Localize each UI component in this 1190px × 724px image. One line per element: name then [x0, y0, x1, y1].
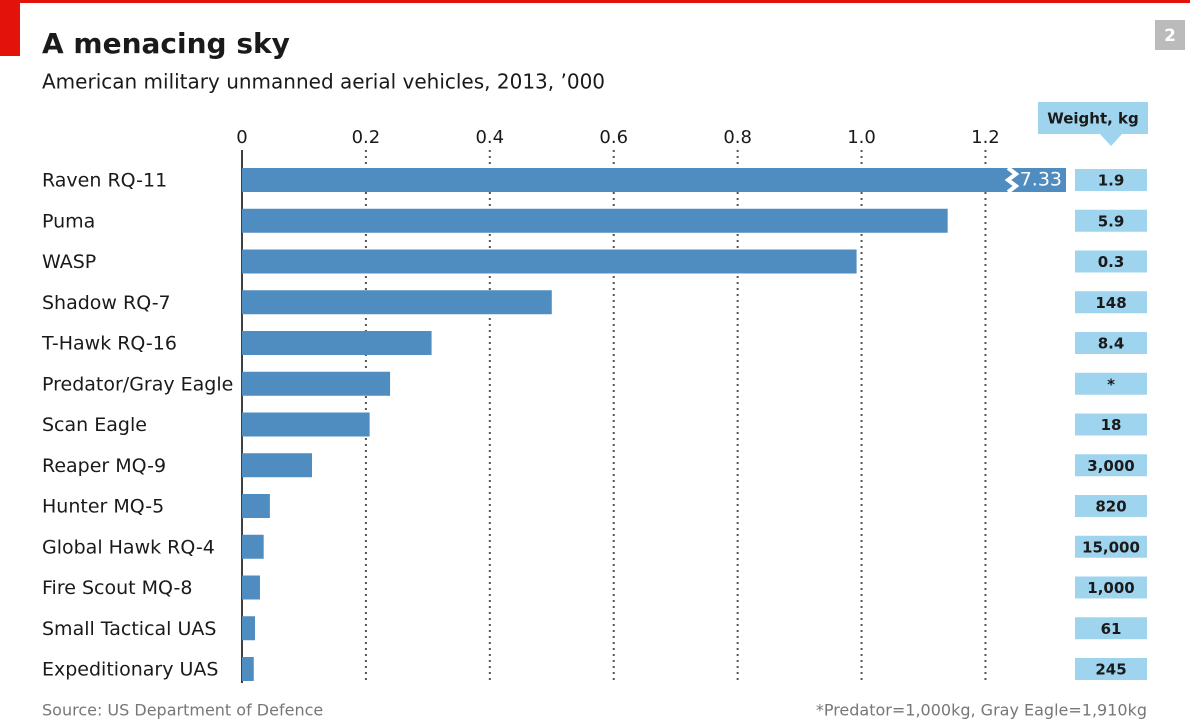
chart-title: A menacing sky — [42, 27, 290, 60]
weight-label: 820 — [1095, 498, 1126, 516]
bar — [242, 412, 370, 437]
y-tick-label: Small Tactical UAS — [42, 618, 216, 640]
bar-break — [1004, 166, 1020, 194]
weight-label: * — [1107, 375, 1115, 393]
y-tick-label: Raven RQ-11 — [42, 170, 167, 192]
bar — [242, 575, 260, 600]
x-tick-label: 1.2 — [971, 127, 1000, 148]
weight-label: 61 — [1101, 620, 1122, 638]
weight-box — [1075, 576, 1147, 599]
y-tick-label: Shadow RQ-7 — [42, 292, 171, 314]
y-tick-label: Predator/Gray Eagle — [42, 373, 233, 395]
weight-label: 3,000 — [1087, 457, 1134, 475]
x-tick-label: 0.4 — [475, 127, 504, 148]
x-tick-label: 0.6 — [599, 127, 628, 148]
y-tick-label: T-Hawk RQ-16 — [41, 333, 177, 355]
weight-label: 1,000 — [1087, 579, 1134, 597]
y-tick-label: Puma — [42, 210, 95, 232]
top-rule — [0, 0, 1190, 3]
footnote: *Predator=1,000kg, Gray Eagle=1,910kg — [816, 701, 1147, 720]
y-tick-label: Fire Scout MQ-8 — [42, 577, 192, 599]
weight-box — [1075, 535, 1147, 558]
weight-box — [1075, 495, 1147, 517]
weight-label: 1.9 — [1098, 172, 1125, 190]
x-tick-label: 0.2 — [352, 127, 381, 148]
bar — [242, 249, 857, 274]
red-tab — [0, 0, 20, 56]
y-tick-label: Reaper MQ-9 — [42, 455, 166, 477]
y-tick-label: Scan Eagle — [42, 414, 147, 436]
data-label: 7.33 — [1020, 169, 1062, 191]
chart-subtitle: American military unmanned aerial vehicl… — [42, 70, 605, 94]
weight-box — [1075, 413, 1147, 436]
weight-box — [1075, 291, 1147, 314]
weight-box — [1075, 372, 1147, 395]
bar — [242, 168, 1066, 192]
weight-label: 0.3 — [1098, 253, 1125, 271]
weight-label: 18 — [1101, 416, 1122, 434]
y-tick-label: Hunter MQ-5 — [42, 496, 164, 518]
x-tick-label: 0.8 — [723, 127, 752, 148]
bar — [242, 494, 270, 518]
weight-box — [1075, 332, 1147, 354]
weight-box — [1075, 454, 1147, 477]
weight-label: 245 — [1095, 661, 1126, 679]
bar — [242, 616, 256, 641]
weight-header-arrow — [1100, 134, 1122, 146]
bar — [242, 290, 552, 315]
weight-label: 148 — [1095, 294, 1126, 312]
weight-box — [1075, 617, 1147, 640]
bar — [242, 657, 254, 681]
weight-box — [1075, 169, 1147, 191]
bar — [242, 371, 391, 396]
weight-header-box — [1038, 102, 1148, 134]
badge: 2 — [1164, 26, 1176, 46]
y-tick-label: Expeditionary UAS — [42, 659, 218, 681]
bar — [242, 534, 264, 559]
weight-label: 5.9 — [1098, 212, 1125, 230]
source: Source: US Department of Defence — [42, 701, 323, 720]
weight-header: Weight, kg — [1047, 110, 1139, 128]
badge-box — [1155, 20, 1185, 50]
x-tick-label: 1.0 — [847, 127, 876, 148]
bar — [242, 453, 313, 478]
bar — [242, 208, 948, 233]
weight-box — [1075, 250, 1147, 273]
x-tick-label: 0 — [236, 127, 247, 148]
weight-box — [1075, 658, 1147, 680]
y-tick-label: Global Hawk RQ-4 — [42, 536, 215, 558]
weight-label: 15,000 — [1082, 538, 1140, 556]
bar — [242, 331, 432, 355]
y-tick-label: WASP — [42, 251, 96, 273]
weight-box — [1075, 209, 1147, 232]
weight-label: 8.4 — [1098, 335, 1125, 353]
